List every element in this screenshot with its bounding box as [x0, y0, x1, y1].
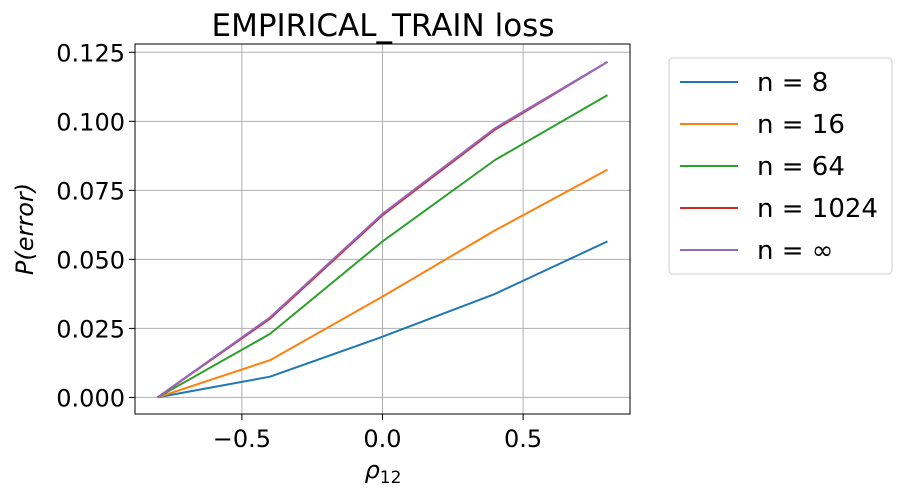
grid: [135, 44, 630, 414]
x-tick-label: −0.5: [213, 425, 271, 453]
y-tick-label: 0.075: [56, 177, 125, 205]
series-line-2: [157, 94, 608, 399]
legend-frame: [668, 57, 893, 275]
x-axis-label-main: ρ: [365, 456, 380, 484]
series-line-1: [157, 168, 608, 399]
x-axis-label-subscript: 12: [380, 468, 402, 488]
legend-label-1: n = 16: [757, 110, 845, 140]
legend-label-4: n = ∞: [757, 236, 833, 266]
x-axis-label: ρ12: [365, 456, 402, 488]
legend: n = 8 n = 16 n = 64 n = 1024 n = ∞: [668, 57, 893, 275]
legend-label-3: n = 1024: [757, 194, 878, 224]
legend-label-0: n = 8: [757, 68, 828, 98]
x-tick-label: 0.5: [504, 425, 542, 453]
x-tick-label: 0.0: [363, 425, 401, 453]
chart-title: EMPIRICAL_TRAIN loss: [212, 8, 555, 44]
y-tick-label: 0.100: [56, 108, 125, 136]
axis-ticks: −0.5 0.0 0.5 0.000 0.025 0.050 0.075 0.100 0.125: [56, 39, 542, 453]
y-tick-label: 0.125: [56, 39, 125, 67]
series-line-0: [157, 240, 608, 399]
series-line-4: [156, 61, 609, 399]
y-tick-label: 0.025: [56, 315, 125, 343]
y-tick-label: 0.000: [56, 384, 125, 412]
series-lines: [156, 61, 609, 399]
y-axis-label: P(error): [11, 183, 39, 275]
y-tick-label: 0.050: [56, 246, 125, 274]
legend-label-2: n = 64: [757, 152, 845, 182]
